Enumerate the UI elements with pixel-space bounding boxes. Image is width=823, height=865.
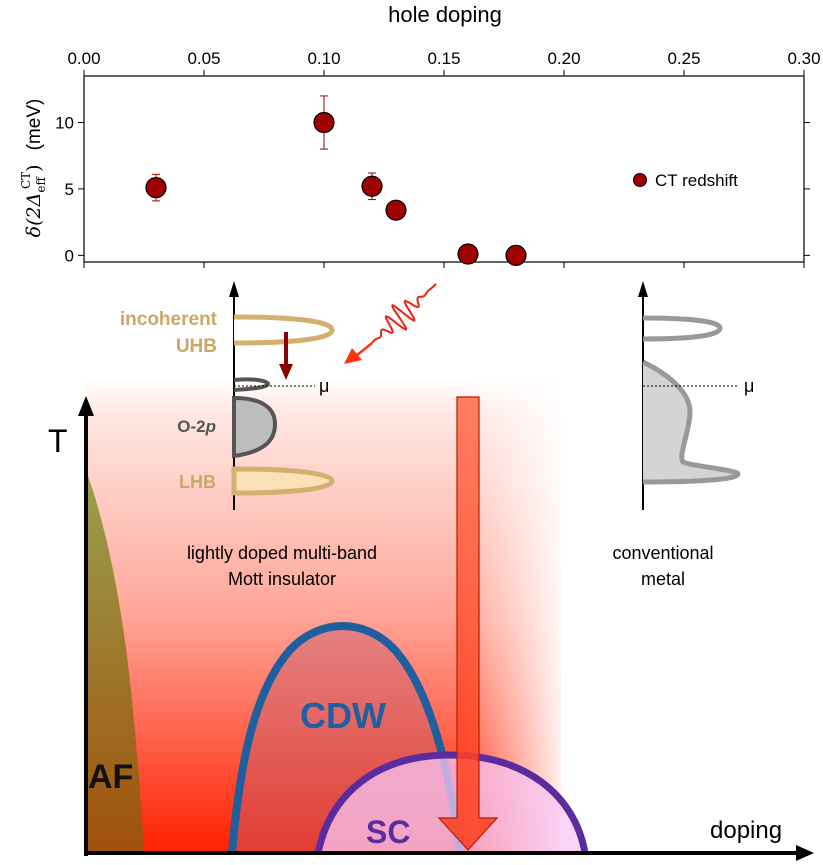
x-tick-label: 0.25 (667, 49, 700, 68)
left-caption-line2: Mott insulator (228, 569, 336, 589)
uhb-label: UHB (176, 336, 217, 357)
x-ticks: 0.00 0.05 0.10 0.15 0.20 0.25 0.30 (67, 49, 821, 268)
y-tick-label: 10 (55, 114, 74, 133)
right-mu-label: μ (744, 376, 754, 396)
left-mu-label: μ (319, 376, 329, 396)
right-caption-line1: conventional (612, 543, 713, 563)
data-point (145, 177, 167, 199)
data-point (457, 243, 479, 265)
left-caption-line1: lightly doped multi-band (187, 543, 377, 563)
right-filled-band (643, 362, 738, 482)
data-point (385, 199, 407, 221)
legend-marker (633, 173, 647, 187)
y-axis-title: δ(2ΔeffCT) (meV) (19, 99, 48, 238)
data-point (313, 111, 335, 134)
o2p-label-prefix: O-2 (177, 417, 205, 436)
incoherent-label: incoherent (120, 309, 218, 330)
scatter-panel: hole doping 0.00 0.05 0.10 0.15 0.20 0.25 0.30… (19, 2, 821, 268)
phase-diagram: AF CDW SC T doping (48, 378, 814, 861)
ylabel-unit: (meV) (24, 99, 45, 151)
sc-dome (318, 755, 585, 853)
y-tick-label: 5 (65, 180, 74, 199)
o2p-label-italic: p (205, 417, 216, 436)
photon-arrowhead (344, 348, 362, 364)
af-label: AF (88, 758, 133, 796)
lhb-band (231, 466, 335, 496)
data-point (505, 244, 527, 266)
y-tick-label: 0 (65, 246, 74, 265)
left-energy-arrowhead (229, 281, 239, 297)
af-region (86, 470, 144, 853)
x-tick-label: 0.00 (67, 49, 100, 68)
right-dos-sketch: μ conventional metal (612, 281, 754, 589)
x-tick-label: 0.20 (547, 49, 580, 68)
right-caption-line2: metal (641, 569, 685, 589)
doping-axis-arrowhead (796, 845, 814, 861)
mu-peak (233, 377, 271, 392)
x-tick-label: 0.15 (427, 49, 460, 68)
right-band-outline (641, 359, 741, 485)
ylabel-prefix: δ(2Δ (23, 193, 45, 238)
data-points (145, 95, 527, 266)
redshift-arrowhead (279, 364, 293, 380)
legend-label: CT redshift (655, 171, 738, 190)
uhb-band (233, 314, 335, 346)
o2p-label: O-2p (177, 417, 216, 436)
ylabel-suffix: ) (23, 164, 45, 171)
ylabel-sup: CT (19, 172, 33, 189)
x-tick-label: 0.05 (187, 49, 220, 68)
doping-axis-label: doping (710, 817, 782, 844)
t-axis-label: T (48, 423, 68, 459)
o2p-band (232, 395, 278, 459)
y-ticks: 0 5 10 (55, 114, 810, 265)
ylabel-sub: eff (34, 176, 48, 193)
x-tick-label: 0.10 (307, 49, 340, 68)
lhb-label: LHB (179, 472, 216, 492)
right-upper-band (642, 315, 723, 342)
x-tick-label: 0.30 (787, 49, 820, 68)
t-axis-arrowhead (78, 396, 94, 416)
photon-icon (344, 283, 437, 364)
sc-label: SC (366, 814, 410, 850)
doping-arrow (437, 396, 499, 851)
svg-text:δ(2ΔeffCT)(meV): δ(2ΔeffCT) (meV) (19, 99, 48, 238)
right-energy-arrowhead (638, 281, 648, 297)
left-dos-sketch: μ incoherent UHB O-2p LHB lightly doped … (120, 281, 377, 589)
sc-line (314, 751, 589, 854)
x-axis-title: hole doping (388, 2, 502, 27)
cdw-label: CDW (300, 695, 386, 736)
cdw-line (228, 622, 464, 854)
photon-arrow-shaft (355, 342, 373, 357)
plot-frame (83, 75, 805, 263)
data-point (361, 175, 383, 197)
